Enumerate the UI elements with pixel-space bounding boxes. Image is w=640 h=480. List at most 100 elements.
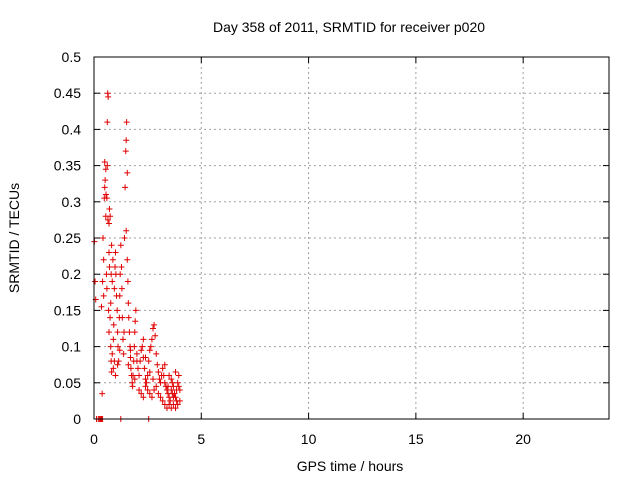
grid <box>94 57 609 419</box>
data-point <box>156 376 163 383</box>
x-tick-label: 15 <box>408 431 424 447</box>
data-point <box>127 347 134 354</box>
data-point <box>121 329 128 336</box>
data-point <box>136 387 143 394</box>
data-point <box>104 216 111 223</box>
data-point <box>124 169 131 176</box>
data-point <box>103 285 110 292</box>
data-point <box>152 332 159 339</box>
data-point <box>110 321 117 328</box>
data-point <box>114 329 121 336</box>
data-point <box>145 358 152 365</box>
y-tick-label: 0.15 <box>54 302 81 318</box>
data-point <box>157 394 164 401</box>
data-point <box>109 256 116 263</box>
x-tick-label: 0 <box>90 431 98 447</box>
x-tick-label: 5 <box>197 431 205 447</box>
data-point <box>150 325 157 332</box>
data-point <box>123 227 130 234</box>
data-point <box>124 256 131 263</box>
data-point <box>108 368 115 375</box>
data-point <box>106 329 113 336</box>
data-point <box>123 119 130 126</box>
data-point <box>123 137 130 144</box>
data-point <box>127 354 134 361</box>
data-point <box>107 343 114 350</box>
data-point <box>168 387 175 394</box>
data-point <box>106 220 113 227</box>
data-point <box>173 397 180 404</box>
data-point <box>117 242 124 249</box>
chart-title: Day 358 of 2011, SRMTID for receiver p02… <box>213 19 485 35</box>
data-point <box>151 321 158 328</box>
data-point <box>142 383 149 390</box>
data-point <box>172 405 179 412</box>
y-tick-label: 0.45 <box>54 85 81 101</box>
data-point <box>131 343 138 350</box>
data-point <box>155 368 162 375</box>
data-point <box>106 263 113 270</box>
data-point <box>110 336 117 343</box>
data-point <box>144 372 151 379</box>
data-point <box>169 390 176 397</box>
data-point <box>154 361 161 368</box>
data-point <box>172 368 179 375</box>
data-point <box>118 263 125 270</box>
data-point <box>131 329 138 336</box>
x-tick-label: 20 <box>515 431 531 447</box>
data-point <box>141 365 148 372</box>
data-point <box>151 387 158 394</box>
data-point <box>104 162 111 169</box>
data-point <box>140 336 147 343</box>
data-point <box>124 278 131 285</box>
data-point <box>131 376 138 383</box>
data-point <box>105 307 112 314</box>
data-point <box>106 206 113 213</box>
data-point <box>112 263 119 270</box>
data-point <box>99 390 106 397</box>
data-point <box>166 372 173 379</box>
data-point <box>102 166 109 173</box>
y-tick-label: 0.3 <box>62 194 82 210</box>
data-point <box>99 278 106 285</box>
data-point <box>174 379 181 386</box>
data-point <box>122 148 129 155</box>
data-point <box>125 314 132 321</box>
data-point <box>103 195 110 202</box>
data-point <box>105 93 112 100</box>
y-axis-label: SRMTID / TECUs <box>6 183 22 293</box>
data-point <box>121 235 128 241</box>
data-point <box>107 213 114 220</box>
x-axis-label: GPS time / hours <box>297 458 404 474</box>
data-point <box>102 177 109 184</box>
y-tick-label: 0.4 <box>62 121 82 137</box>
y-tick-label: 0.2 <box>62 266 82 282</box>
data-point <box>116 347 123 354</box>
x-tick-label: 10 <box>301 431 317 447</box>
data-point <box>133 358 140 365</box>
x-tick-labels: 0 5 10 15 20 <box>90 431 531 447</box>
data-point <box>120 350 127 357</box>
y-tick-label: 0.1 <box>62 339 82 355</box>
data-point <box>170 394 177 401</box>
data-point <box>122 184 129 191</box>
axis-ticks <box>93 56 609 420</box>
data-point <box>116 292 123 299</box>
y-tick-label: 0.05 <box>54 375 81 391</box>
data-point <box>132 307 139 314</box>
data-point <box>139 343 146 350</box>
y-tick-label: 0.25 <box>54 230 81 246</box>
data-point <box>119 314 126 321</box>
data-point <box>142 376 149 383</box>
scatter-points <box>91 90 183 422</box>
data-point <box>170 383 177 390</box>
data-point <box>159 365 166 372</box>
data-point <box>111 358 118 365</box>
data-point <box>101 184 108 191</box>
data-point <box>104 119 111 126</box>
data-point <box>148 336 155 343</box>
data-point <box>148 394 155 401</box>
data-point <box>146 390 153 397</box>
data-point <box>112 249 119 256</box>
